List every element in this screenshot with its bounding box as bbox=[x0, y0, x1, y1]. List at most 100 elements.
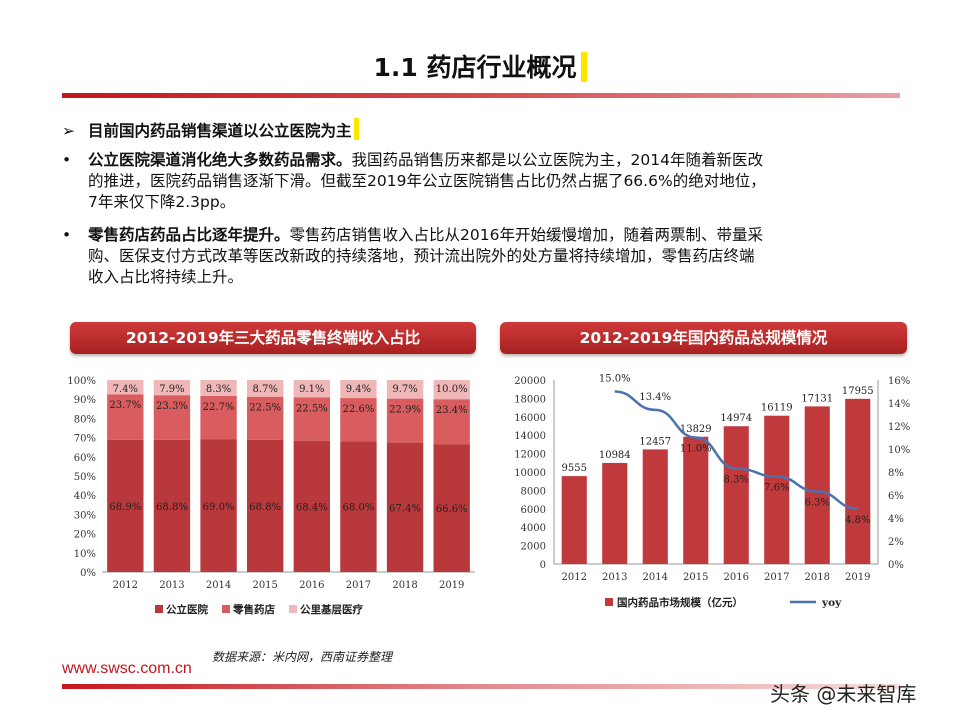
y-tick-label: 18000 bbox=[514, 394, 546, 405]
market-size-chart: 0 2000 4000 6000 8000 10000 12000 14000 16000 180… bbox=[514, 374, 910, 610]
y2-tick-label: 16% bbox=[888, 376, 910, 387]
stacked-share-chart: 0% 10% 20% 30% 40% 50% 60% 70% 80% 90% 100% 68.9% 23… bbox=[67, 376, 475, 616]
x-tick-label: 2017 bbox=[346, 580, 371, 591]
bar-segment bbox=[247, 439, 284, 572]
data-label: 23.7% bbox=[109, 400, 141, 411]
y-tick-label: 90% bbox=[74, 395, 96, 406]
bar bbox=[845, 398, 871, 564]
y-tick-label: 80% bbox=[74, 414, 96, 425]
paragraph-public-hospital: • 公立医院渠道消化绝大多数药品需求。我国药品销售历来都是以公立医院为主，201… bbox=[62, 151, 766, 211]
chart-title-market-size: 2012-2019年国内药品总规模情况 bbox=[500, 322, 907, 354]
data-label: 22.7% bbox=[203, 402, 235, 413]
bullet-heading: ➢ 目前国内药品销售渠道以公立医院为主 bbox=[62, 118, 359, 141]
bar bbox=[804, 406, 830, 564]
x-tick-label: 2012 bbox=[562, 572, 587, 583]
y-tick-label: 30% bbox=[74, 510, 96, 521]
data-label: 68.0% bbox=[343, 503, 375, 514]
data-label: 23.4% bbox=[436, 405, 468, 416]
data-label: 22.5% bbox=[249, 403, 281, 414]
bar-segment bbox=[200, 439, 237, 572]
legend-label: 零售药店 bbox=[232, 603, 275, 616]
y-tick-label: 4000 bbox=[521, 523, 546, 534]
y2-tick-label: 2% bbox=[888, 537, 904, 548]
paragraph-retail-pharmacy: • 零售药店药品占比逐年提升。零售药店销售收入占比从2016年开始缓慢增加，随着… bbox=[62, 226, 763, 286]
bar-segment bbox=[153, 439, 191, 572]
header-divider bbox=[62, 93, 900, 98]
bar-value-label: 16119 bbox=[761, 403, 793, 414]
x-tick-label: 2016 bbox=[299, 580, 324, 591]
heading-highlight-mark bbox=[353, 118, 359, 140]
data-label: 68.4% bbox=[296, 502, 328, 513]
x-tick-label: 2015 bbox=[252, 580, 277, 591]
y-tick-label: 0% bbox=[80, 568, 96, 579]
bar-segment bbox=[153, 380, 191, 396]
x-tick-label: 2018 bbox=[805, 572, 830, 583]
bar bbox=[683, 436, 709, 564]
x-tick-label: 2019 bbox=[439, 580, 464, 591]
bar-value-label: 13829 bbox=[680, 424, 712, 435]
y2-tick-label: 12% bbox=[888, 422, 910, 433]
y-tick-label: 70% bbox=[74, 434, 96, 445]
bar-value-label: 14974 bbox=[720, 413, 752, 424]
legend-swatch bbox=[289, 605, 297, 613]
bar-segment bbox=[340, 441, 377, 572]
page-title: 1.1 药店行业概况 bbox=[0, 48, 960, 84]
legend-label: 公立医院 bbox=[166, 603, 208, 616]
bar-segment bbox=[200, 380, 237, 396]
bar-segment bbox=[433, 380, 470, 400]
data-label: 9.7% bbox=[392, 384, 417, 395]
y-tick-label: 20% bbox=[74, 530, 96, 541]
data-label: 9.1% bbox=[299, 384, 324, 395]
data-label: 10.0% bbox=[436, 384, 468, 395]
y2-tick-label: 6% bbox=[888, 491, 904, 502]
arrow-bullet-icon: ➢ bbox=[62, 122, 75, 140]
chart-title-terminal-share: 2012-2019年三大药品零售终端收入占比 bbox=[70, 322, 476, 354]
data-label: 68.8% bbox=[156, 502, 188, 513]
bar-value-label: 12457 bbox=[639, 436, 671, 447]
yoy-value-label: 13.4% bbox=[639, 392, 671, 403]
legend-swatch bbox=[155, 605, 163, 613]
bar-segment bbox=[153, 395, 191, 440]
data-label: 9.4% bbox=[346, 384, 371, 395]
data-label: 7.9% bbox=[159, 384, 184, 395]
footer-divider bbox=[62, 684, 900, 689]
bar-segment bbox=[433, 399, 470, 445]
bar-segment bbox=[107, 380, 144, 395]
y-tick-label: 10% bbox=[74, 549, 96, 560]
data-source-note: 数据来源：米内网，西南证券整理 bbox=[212, 650, 393, 664]
legend-label: 国内药品市场规模（亿元） bbox=[617, 596, 743, 609]
bar-segment bbox=[107, 439, 144, 572]
bar bbox=[642, 449, 668, 564]
y-tick-label: 14000 bbox=[514, 431, 546, 442]
x-tick-label: 2016 bbox=[724, 572, 749, 583]
x-tick-label: 2013 bbox=[602, 572, 627, 583]
data-label: 67.4% bbox=[389, 503, 421, 514]
bar-value-label: 9555 bbox=[562, 463, 587, 474]
data-label: 8.3% bbox=[206, 384, 231, 395]
bar bbox=[561, 476, 587, 564]
y2-tick-label: 8% bbox=[888, 468, 904, 479]
data-label: 68.8% bbox=[249, 502, 281, 513]
website-url: www.swsc.com.cn bbox=[62, 660, 192, 677]
y-tick-label: 2000 bbox=[521, 542, 546, 553]
bar-value-label: 17131 bbox=[801, 393, 833, 404]
legend-swatch bbox=[605, 598, 613, 606]
y-tick-label: 60% bbox=[74, 453, 96, 464]
data-label: 68.9% bbox=[109, 502, 141, 513]
data-label: 22.6% bbox=[343, 404, 375, 415]
x-tick-label: 2019 bbox=[845, 572, 870, 583]
y-tick-label: 16000 bbox=[514, 413, 546, 424]
data-label: 22.9% bbox=[389, 405, 421, 416]
y2-tick-label: 14% bbox=[888, 399, 910, 410]
y2-tick-label: 10% bbox=[888, 445, 910, 456]
bar-value-label: 17955 bbox=[842, 386, 874, 397]
yoy-value-label: 4.8% bbox=[845, 515, 870, 526]
bar-segment bbox=[247, 396, 284, 440]
data-label: 69.0% bbox=[203, 502, 235, 513]
bar-segment bbox=[340, 398, 377, 442]
bar-segment bbox=[386, 442, 424, 572]
x-tick-label: 2014 bbox=[643, 572, 668, 583]
data-label: 22.5% bbox=[296, 403, 328, 414]
y-tick-label: 12000 bbox=[514, 450, 546, 461]
y-tick-label: 8000 bbox=[521, 486, 546, 497]
